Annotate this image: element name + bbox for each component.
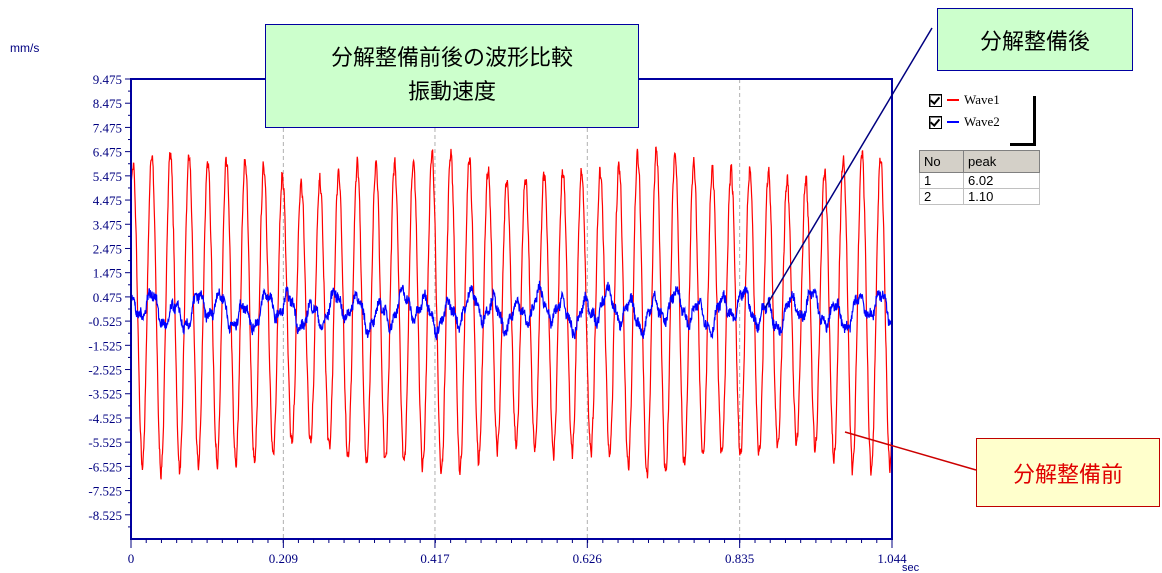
- chart-title-line2: 振動速度: [407, 80, 496, 105]
- legend-label-wave2: Wave2: [964, 114, 1000, 129]
- callout-before-overhaul: 分解整備前: [976, 438, 1160, 507]
- callout-before-label: 分解整備前: [1012, 462, 1123, 488]
- legend-shadow: [1010, 143, 1036, 146]
- y-axis-unit: mm/s: [10, 41, 39, 55]
- y-tick-label: -1.525: [88, 338, 122, 353]
- y-tick-label: 3.475: [93, 217, 122, 232]
- x-tick-label: 0: [128, 551, 135, 566]
- legend-label-wave1: Wave1: [964, 92, 1000, 107]
- header-peak[interactable]: peak: [963, 150, 1040, 173]
- header-no[interactable]: No: [919, 150, 964, 173]
- chart-title-line1: 分解整備前後の波形比較: [330, 46, 573, 71]
- axes-layer: 0 0.209 0.417 0.626 0.835 1.044 9.475 8.475 7.47…: [88, 72, 907, 566]
- cell-peak: 1.10: [963, 188, 1040, 205]
- chart-title-box: 分解整備前後の波形比較 振動速度: [265, 24, 639, 128]
- table-row[interactable]: 1 6.02: [919, 172, 1040, 189]
- y-tick-label: 2.475: [93, 241, 122, 256]
- y-tick-label: 6.475: [93, 145, 122, 160]
- y-tick-label: 1.475: [93, 266, 122, 281]
- table-row[interactable]: 2 1.10: [919, 188, 1040, 205]
- y-tick-label: -7.525: [88, 484, 122, 499]
- legend: Wave1 Wave2: [921, 90, 1035, 142]
- y-tick-label: -5.525: [88, 435, 122, 450]
- y-tick-label: 9.475: [93, 72, 122, 87]
- y-tick-label: -3.525: [88, 387, 122, 402]
- y-tick-label: 5.475: [93, 169, 122, 184]
- callout-before-pointer: [844, 431, 977, 471]
- x-tick-label: 0.417: [420, 551, 450, 566]
- x-tick-label: 0.209: [269, 551, 298, 566]
- legend-shadow: [1033, 96, 1036, 146]
- callout-after-label: 分解整備後: [979, 29, 1090, 55]
- y-tick-label: -2.525: [88, 363, 122, 378]
- legend-swatch-wave1: [947, 99, 959, 101]
- x-tick-label: 0.835: [725, 551, 754, 566]
- y-tick-label: 8.475: [93, 96, 122, 111]
- peak-table: No peak 1 6.02 2 1.10: [919, 150, 1040, 205]
- y-tick-label: -0.525: [88, 314, 122, 329]
- legend-swatch-wave2: [947, 121, 959, 123]
- y-tick-label: 4.475: [93, 193, 122, 208]
- x-tick-label: 0.626: [573, 551, 603, 566]
- legend-checkbox-wave2[interactable]: [929, 115, 942, 129]
- y-tick-label: 0.475: [93, 290, 122, 305]
- x-axis-unit: sec: [902, 562, 920, 573]
- legend-checkbox-wave1[interactable]: [929, 93, 942, 107]
- y-tick-label: -6.525: [88, 459, 122, 474]
- y-tick-label: -4.525: [88, 411, 122, 426]
- callout-after-overhaul: 分解整備後: [937, 8, 1133, 71]
- peak-table-header: No peak: [919, 150, 1040, 173]
- series-layer: [130, 146, 893, 480]
- y-tick-label: 7.475: [93, 120, 122, 135]
- cell-no: 1: [919, 172, 964, 189]
- legend-item-wave2[interactable]: Wave2: [929, 112, 1000, 132]
- y-tick-label: -8.525: [88, 508, 122, 523]
- legend-item-wave1[interactable]: Wave1: [929, 90, 1000, 110]
- cell-no: 2: [919, 188, 964, 205]
- x-tick-label: 1.044: [877, 551, 907, 566]
- callout-after-pointer: [764, 27, 933, 309]
- cell-peak: 6.02: [963, 172, 1040, 189]
- series-line-wave2: [130, 280, 893, 341]
